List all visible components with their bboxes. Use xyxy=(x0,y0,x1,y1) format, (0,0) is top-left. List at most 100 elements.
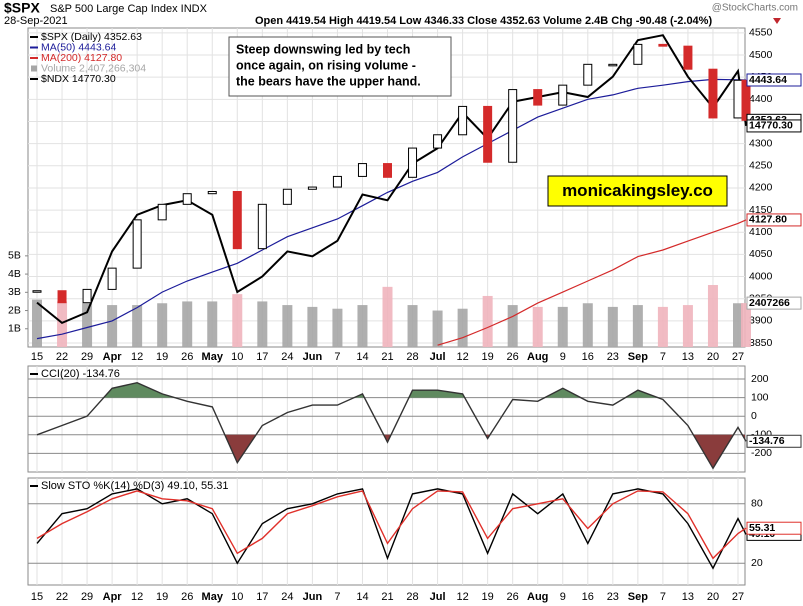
candle xyxy=(733,79,743,119)
value-tag-box xyxy=(746,521,802,535)
panel-title: Slow STO %K(14) %D(3) 49.10, 55.31 xyxy=(41,480,229,492)
indicator-line xyxy=(36,381,747,470)
x-tick-label: 22 xyxy=(56,351,68,363)
x-tick-label: 24 xyxy=(281,591,293,603)
x-tick-label: 26 xyxy=(507,351,519,363)
y-tick-label: 4050 xyxy=(749,248,773,260)
candle xyxy=(232,190,242,250)
x-tick-label: 23 xyxy=(607,351,619,363)
x-tick-label: Jul xyxy=(430,591,446,603)
x-tick-label: Apr xyxy=(103,591,123,603)
x-tick-label: 14 xyxy=(356,591,368,603)
cci-panel xyxy=(27,365,746,473)
candle xyxy=(132,219,142,269)
value-tag: 4443.64 xyxy=(749,74,787,86)
x-tick-label: 29 xyxy=(81,591,93,603)
candle xyxy=(741,79,751,121)
x-tick-label: Jun xyxy=(303,351,323,363)
x-tick-label: 24 xyxy=(281,351,293,363)
x-tick-label: 7 xyxy=(660,351,666,363)
volume-bar xyxy=(682,305,693,347)
y-tick-label: 4500 xyxy=(749,49,773,61)
y-tick-label: 4250 xyxy=(749,160,773,172)
candle xyxy=(57,290,67,304)
x-tick-label: 21 xyxy=(381,591,393,603)
x-tick-label: 14 xyxy=(356,351,368,363)
x-tick-label: 23 xyxy=(607,591,619,603)
x-tick-label: Sep xyxy=(628,591,648,603)
ma-line xyxy=(36,78,747,340)
candle xyxy=(683,45,693,70)
volume-bar xyxy=(733,303,743,347)
x-tick-label: 20 xyxy=(707,591,719,603)
candle xyxy=(332,175,342,188)
candle xyxy=(433,134,443,149)
x-tick-label: 26 xyxy=(181,351,193,363)
legend-entry: Volume 2,407,266,304 xyxy=(41,62,146,74)
x-tick-label: 10 xyxy=(231,351,243,363)
y-tick-label: 100 xyxy=(751,391,769,403)
x-tick-label: 12 xyxy=(131,351,143,363)
volume-bar xyxy=(432,310,443,347)
value-tag: -134.76 xyxy=(749,435,785,447)
ma-line xyxy=(437,219,747,346)
x-tick-label: May xyxy=(202,591,224,603)
volume-bar xyxy=(57,301,68,347)
x-tick-label: 21 xyxy=(381,351,393,363)
x-tick-label: 17 xyxy=(256,591,268,603)
legend-entry: MA(200) 4127.80 xyxy=(41,52,122,64)
value-tag: 55.31 xyxy=(749,522,775,534)
x-tick-label: Aug xyxy=(527,351,548,363)
volume-bar xyxy=(607,306,618,347)
y-tick-label: 3850 xyxy=(749,337,773,349)
annotation-box xyxy=(228,36,452,97)
x-tick-label: May xyxy=(202,351,224,363)
volume-tick-label: 4B xyxy=(8,268,21,280)
x-tick-label: 7 xyxy=(334,591,340,603)
website-box xyxy=(547,175,728,207)
candle xyxy=(458,105,468,136)
x-tick-label: 19 xyxy=(156,591,168,603)
x-tick-label: Apr xyxy=(103,351,123,363)
x-tick-label: 26 xyxy=(507,591,519,603)
value-tag-box xyxy=(746,213,802,227)
volume-bar xyxy=(407,305,418,347)
volume-bar xyxy=(632,305,643,347)
x-tick-label: 20 xyxy=(707,351,719,363)
x-tick-label: 9 xyxy=(560,351,566,363)
candle xyxy=(608,63,618,67)
annotation-line: the bears have the upper hand. xyxy=(236,74,421,88)
candle xyxy=(408,147,418,178)
volume-bar xyxy=(282,305,293,347)
volume-bar xyxy=(557,306,568,347)
x-tick-label: 27 xyxy=(732,591,744,603)
x-tick-label: 16 xyxy=(582,351,594,363)
candle xyxy=(157,203,167,221)
y-tick-label: 4400 xyxy=(749,93,773,105)
volume-bar xyxy=(307,306,318,347)
volume-bar xyxy=(382,286,393,347)
y-tick-label: 4000 xyxy=(749,270,773,282)
x-tick-label: 15 xyxy=(31,591,43,603)
y-tick-label: 80 xyxy=(751,498,763,510)
candle xyxy=(558,84,568,106)
y-tick-label: 4550 xyxy=(749,27,773,39)
volume-tick-label: 2B xyxy=(8,304,21,316)
candle xyxy=(533,89,543,106)
y-tick-label: 200 xyxy=(751,373,769,385)
volume-bar xyxy=(207,301,218,347)
candle xyxy=(633,43,643,65)
y-tick-label: 4300 xyxy=(749,137,773,149)
y-tick-label: 4150 xyxy=(749,204,773,216)
candle xyxy=(182,193,192,205)
quote: Open 4419.54 High 4419.54 Low 4346.33 Cl… xyxy=(255,15,712,27)
candle xyxy=(107,267,117,290)
volume-bar xyxy=(157,303,168,347)
y-tick-label: 4100 xyxy=(749,226,773,238)
candle xyxy=(508,89,518,163)
panel-title: CCI(20) -134.76 xyxy=(41,368,120,380)
candle xyxy=(82,288,92,304)
volume-bar xyxy=(232,294,243,347)
x-tick-label: 29 xyxy=(81,351,93,363)
x-tick-label: 17 xyxy=(256,351,268,363)
